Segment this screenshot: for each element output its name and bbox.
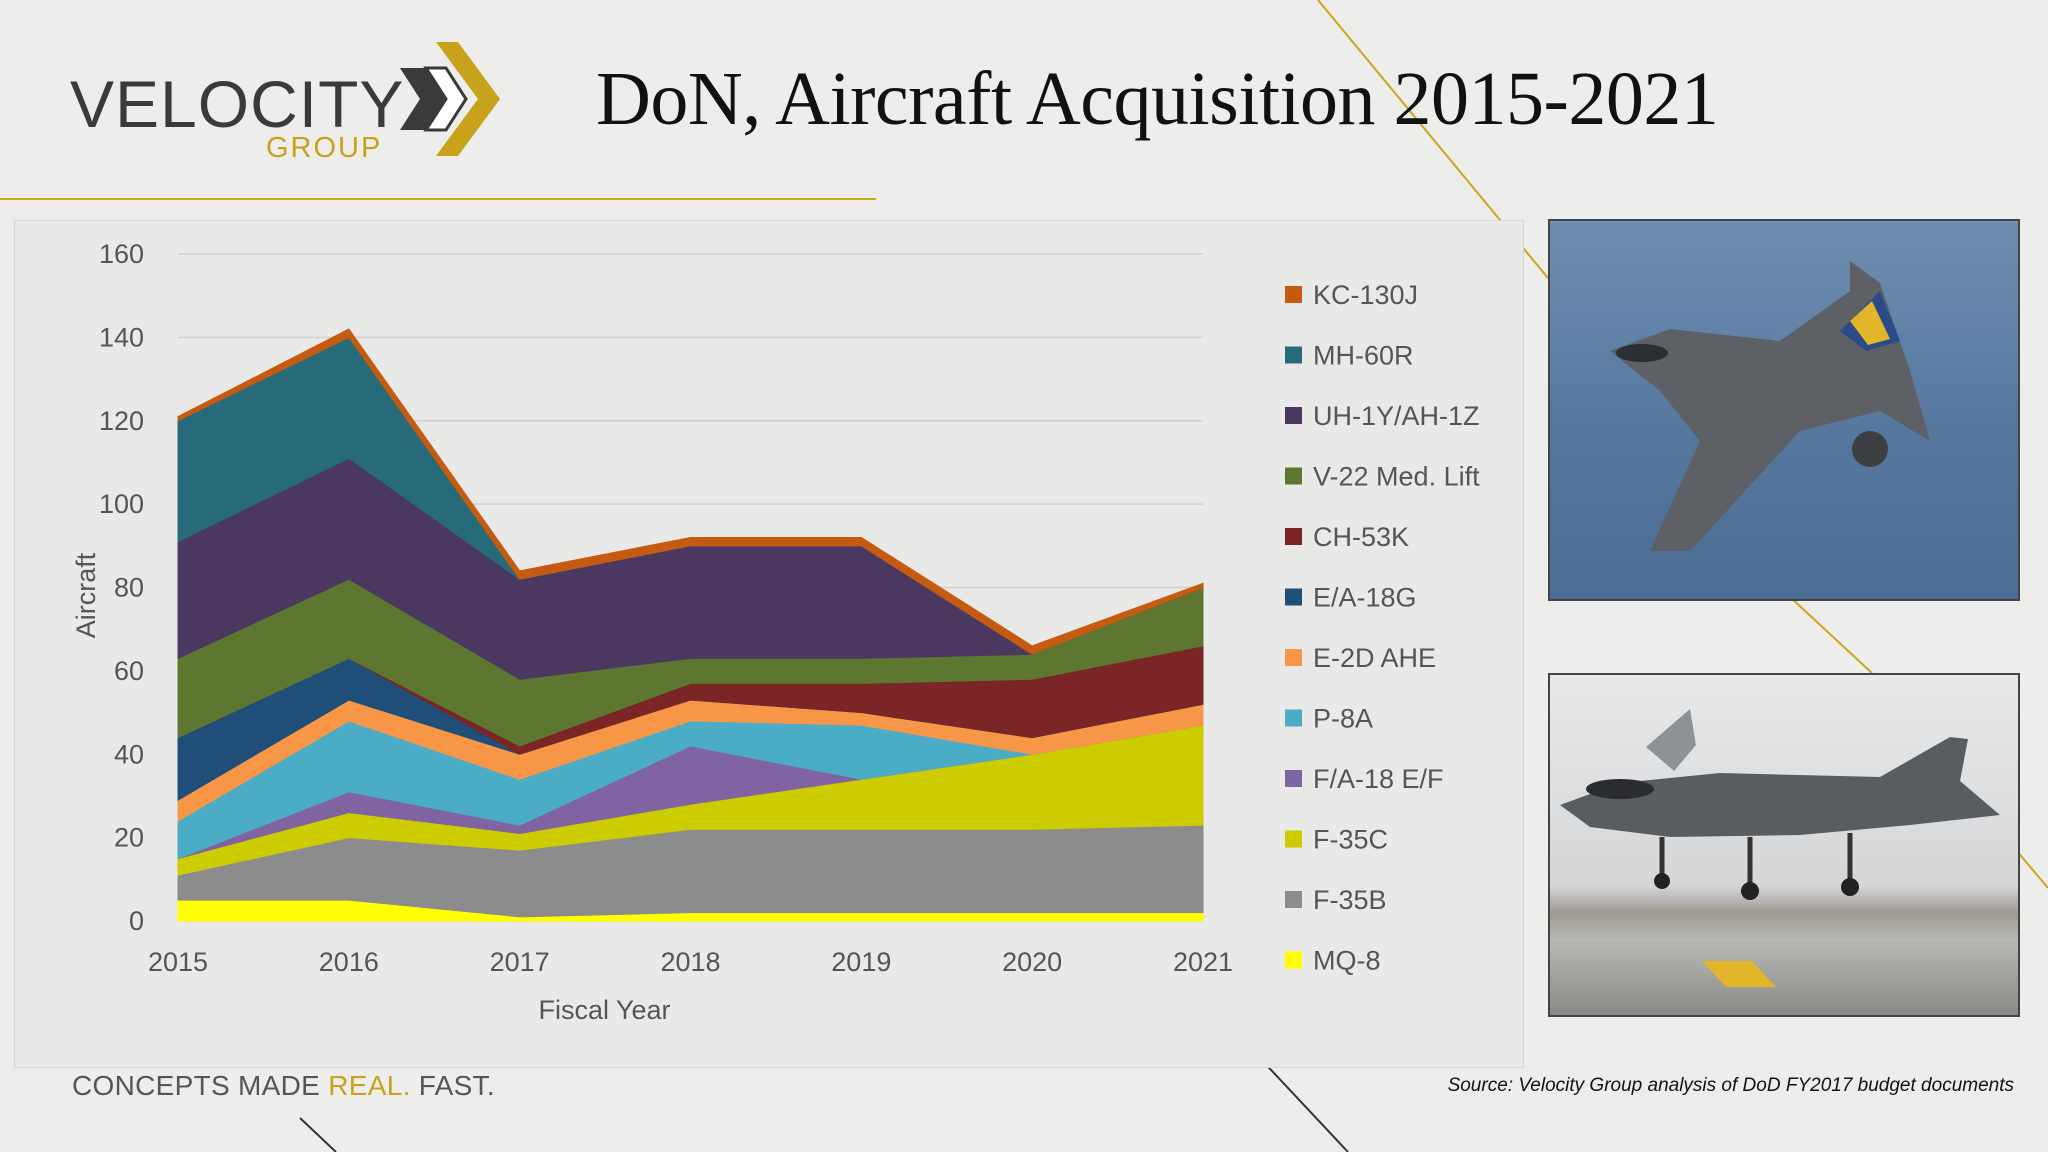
legend-label: E/A-18G — [1313, 583, 1417, 613]
legend-swatch — [1285, 770, 1302, 787]
legend-swatch — [1285, 649, 1302, 666]
legend-label: KC-130J — [1313, 280, 1418, 310]
x-tick-label: 2020 — [1002, 947, 1062, 977]
jet-photo-icon — [1610, 261, 1930, 551]
legend-swatch — [1285, 951, 1302, 969]
legend-label: F-35B — [1313, 885, 1387, 915]
y-tick-label: 60 — [114, 656, 144, 686]
y-axis-title: Aircraft — [71, 552, 101, 638]
legend-label: V-22 Med. Lift — [1313, 462, 1480, 492]
y-tick-label: 0 — [129, 906, 144, 936]
legend-swatch — [1285, 891, 1302, 908]
logo-wordmark: VELOCITY — [70, 67, 405, 141]
title-divider — [0, 198, 876, 200]
f35b-landing-photo — [1548, 673, 2020, 1017]
legend-label: MQ-8 — [1313, 946, 1381, 976]
legend-label: MH-60R — [1313, 341, 1414, 371]
x-tick-label: 2015 — [148, 947, 208, 977]
source-note: Source: Velocity Group analysis of DoD F… — [1447, 1075, 2014, 1096]
legend-label: F-35C — [1313, 825, 1388, 855]
y-tick-label: 100 — [99, 489, 144, 519]
logo-subtitle: GROUP — [266, 132, 383, 164]
x-tick-label: 2018 — [660, 947, 720, 977]
chart-panel: 0 20 40 60 80 100 120 140 160 2015 2016 2017 2018 201… — [14, 220, 1524, 1068]
tagline-suffix: FAST. — [410, 1070, 495, 1101]
legend-swatch — [1285, 407, 1302, 424]
tagline-prefix: CONCEPTS MADE — [72, 1070, 329, 1101]
area-series — [177, 328, 1204, 655]
y-tick-label: 40 — [114, 739, 144, 769]
x-tick-label: 2021 — [1173, 947, 1233, 977]
legend-swatch — [1285, 346, 1302, 364]
f35c-flight-photo — [1548, 219, 2020, 601]
x-tick-label: 2017 — [490, 947, 550, 977]
velocity-group-logo: VELOCITY GROUP — [70, 36, 500, 166]
legend-swatch — [1285, 286, 1302, 303]
stacked-area-chart: 0 20 40 60 80 100 120 140 160 2015 2016 2017 2018 201… — [71, 239, 1480, 1025]
y-tick-label: 120 — [99, 406, 144, 436]
legend-label: F/A-18 E/F — [1313, 764, 1444, 794]
legend-swatch — [1285, 528, 1302, 545]
legend-label: CH-53K — [1313, 522, 1409, 552]
x-tick-label: 2019 — [831, 947, 891, 977]
y-tick-label: 20 — [114, 823, 144, 853]
y-tick-label: 80 — [114, 573, 144, 603]
y-tick-label: 140 — [99, 322, 144, 352]
legend-swatch — [1285, 588, 1302, 606]
legend-swatch — [1285, 709, 1302, 727]
tagline: CONCEPTS MADE REAL. FAST. — [72, 1070, 495, 1102]
legend-label: P-8A — [1313, 704, 1373, 734]
y-tick-label: 160 — [99, 239, 144, 269]
legend-swatch — [1285, 467, 1302, 485]
page-title: DoN, Aircraft Acquisition 2015-2021 — [596, 57, 1719, 141]
x-axis-title: Fiscal Year — [538, 995, 670, 1025]
tagline-accent: REAL. — [328, 1070, 411, 1101]
x-tick-label: 2016 — [319, 947, 379, 977]
legend-label: E-2D AHE — [1313, 643, 1436, 673]
legend-swatch — [1285, 830, 1302, 848]
jet-photo-icon — [1560, 709, 2000, 987]
chevron-logo-icon — [400, 42, 500, 156]
legend-label: UH-1Y/AH-1Z — [1313, 401, 1480, 431]
